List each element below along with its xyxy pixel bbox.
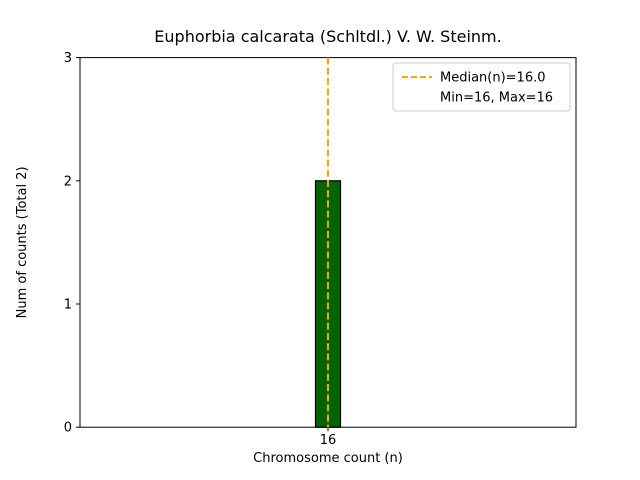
x-axis-label: Chromosome count (n) — [253, 451, 403, 466]
y-tick-label: 2 — [64, 174, 72, 189]
y-axis-label: Num of counts (Total 2) — [15, 166, 30, 318]
y-tick-label: 1 — [64, 298, 72, 313]
legend-label-minmax: Min=16, Max=16 — [440, 91, 553, 106]
x-tick-label: 16 — [320, 433, 337, 448]
legend-box — [392, 62, 571, 112]
y-tick-label: 0 — [64, 421, 72, 436]
chart-title: Euphorbia calcarata (Schltdl.) V. W. Ste… — [154, 27, 501, 46]
legend-label-median: Median(n)=16.0 — [440, 71, 546, 86]
y-tick-label: 3 — [64, 51, 72, 66]
